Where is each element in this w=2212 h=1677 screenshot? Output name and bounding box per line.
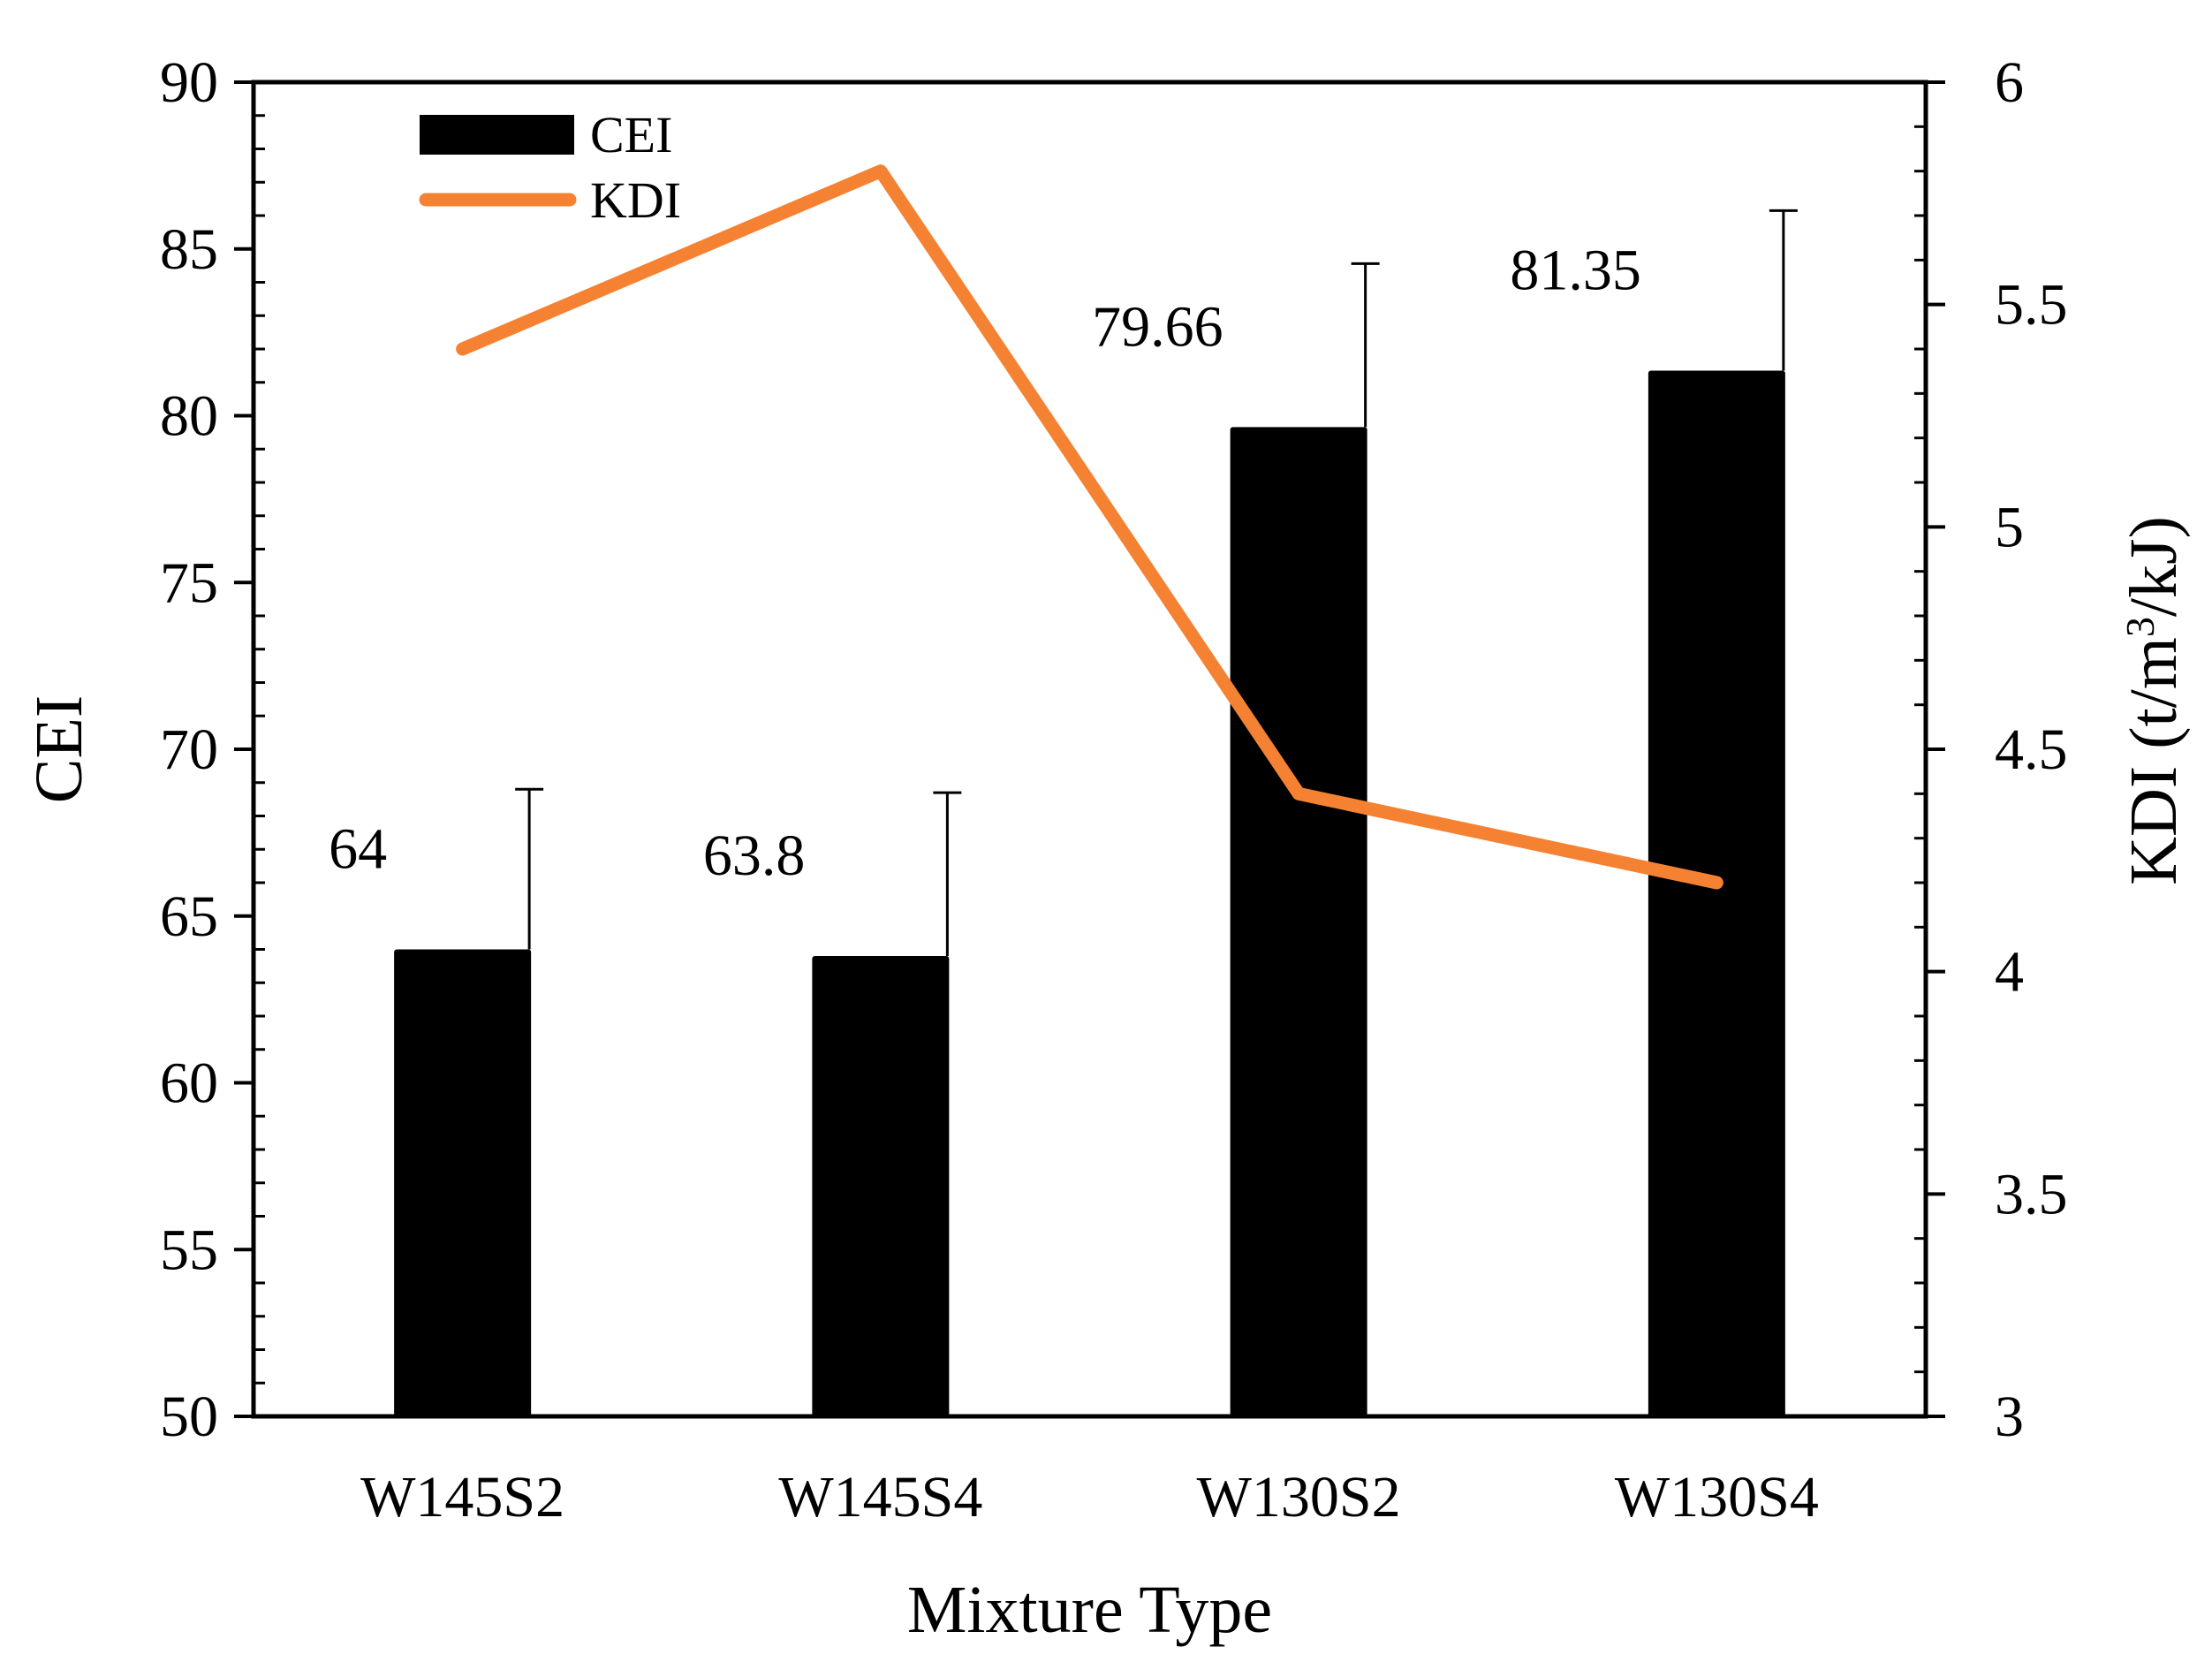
y2-axis-title-suffix: /kJ) bbox=[2117, 516, 2191, 617]
y2-tick-label: 5 bbox=[1995, 495, 2024, 559]
plot-area: 64 63.879.6681.3550556065707580859033.544… bbox=[160, 50, 2068, 1529]
y-tick-label: 75 bbox=[160, 550, 218, 615]
x-tick-label-w145s4: W145S4 bbox=[778, 1465, 982, 1529]
y2-axis-title-prefix: KDI (t/m bbox=[2117, 637, 2191, 885]
legend-label-kdi: KDI bbox=[590, 171, 681, 229]
y-tick-label: 80 bbox=[160, 384, 218, 449]
y-tick-label: 85 bbox=[160, 217, 218, 282]
y2-tick-label: 4 bbox=[1995, 940, 2024, 1005]
data-label-w130s2: 79.66 bbox=[1092, 294, 1223, 359]
y-tick-label: 50 bbox=[160, 1385, 218, 1449]
y-tick-label: 90 bbox=[160, 50, 218, 115]
y-tick-label: 55 bbox=[160, 1218, 218, 1282]
y-tick-label: 65 bbox=[160, 884, 218, 949]
legend-swatch-cei bbox=[420, 115, 574, 155]
y-axis-title: CEI bbox=[22, 695, 96, 803]
bar-w130s4 bbox=[1648, 370, 1785, 1417]
legend: CEI KDI bbox=[419, 106, 681, 229]
y-tick-label: 60 bbox=[160, 1051, 218, 1116]
x-tick-label-w130s4: W130S4 bbox=[1615, 1465, 1819, 1529]
bar-w145s4 bbox=[812, 956, 950, 1416]
y2-tick-label: 6 bbox=[1995, 50, 2024, 115]
data-label-w145s2: 64 bbox=[329, 817, 387, 882]
y2-tick-label: 3.5 bbox=[1995, 1162, 2068, 1226]
legend-label-cei: CEI bbox=[590, 106, 672, 163]
x-axis-title: Mixture Type bbox=[907, 1573, 1272, 1647]
data-label-w145s4: 63.8 bbox=[703, 823, 806, 888]
y2-tick-label: 3 bbox=[1995, 1385, 2024, 1449]
x-tick-label-w130s2: W130S2 bbox=[1197, 1465, 1401, 1529]
y2-tick-label: 4.5 bbox=[1995, 717, 2068, 782]
y2-tick-label: 5.5 bbox=[1995, 273, 2068, 338]
y2-axis-title-superscript: 3 bbox=[2117, 617, 2163, 637]
y2-axis-title: KDI (t/m3/kJ) bbox=[2117, 516, 2191, 885]
bar-w145s2 bbox=[394, 949, 532, 1416]
data-label-w130s4: 81.35 bbox=[1510, 239, 1641, 303]
kdi-line bbox=[456, 164, 1723, 890]
y-tick-label: 70 bbox=[160, 717, 218, 782]
bar-w130s2 bbox=[1230, 427, 1367, 1417]
x-tick-label-w145s2: W145S2 bbox=[360, 1465, 564, 1529]
